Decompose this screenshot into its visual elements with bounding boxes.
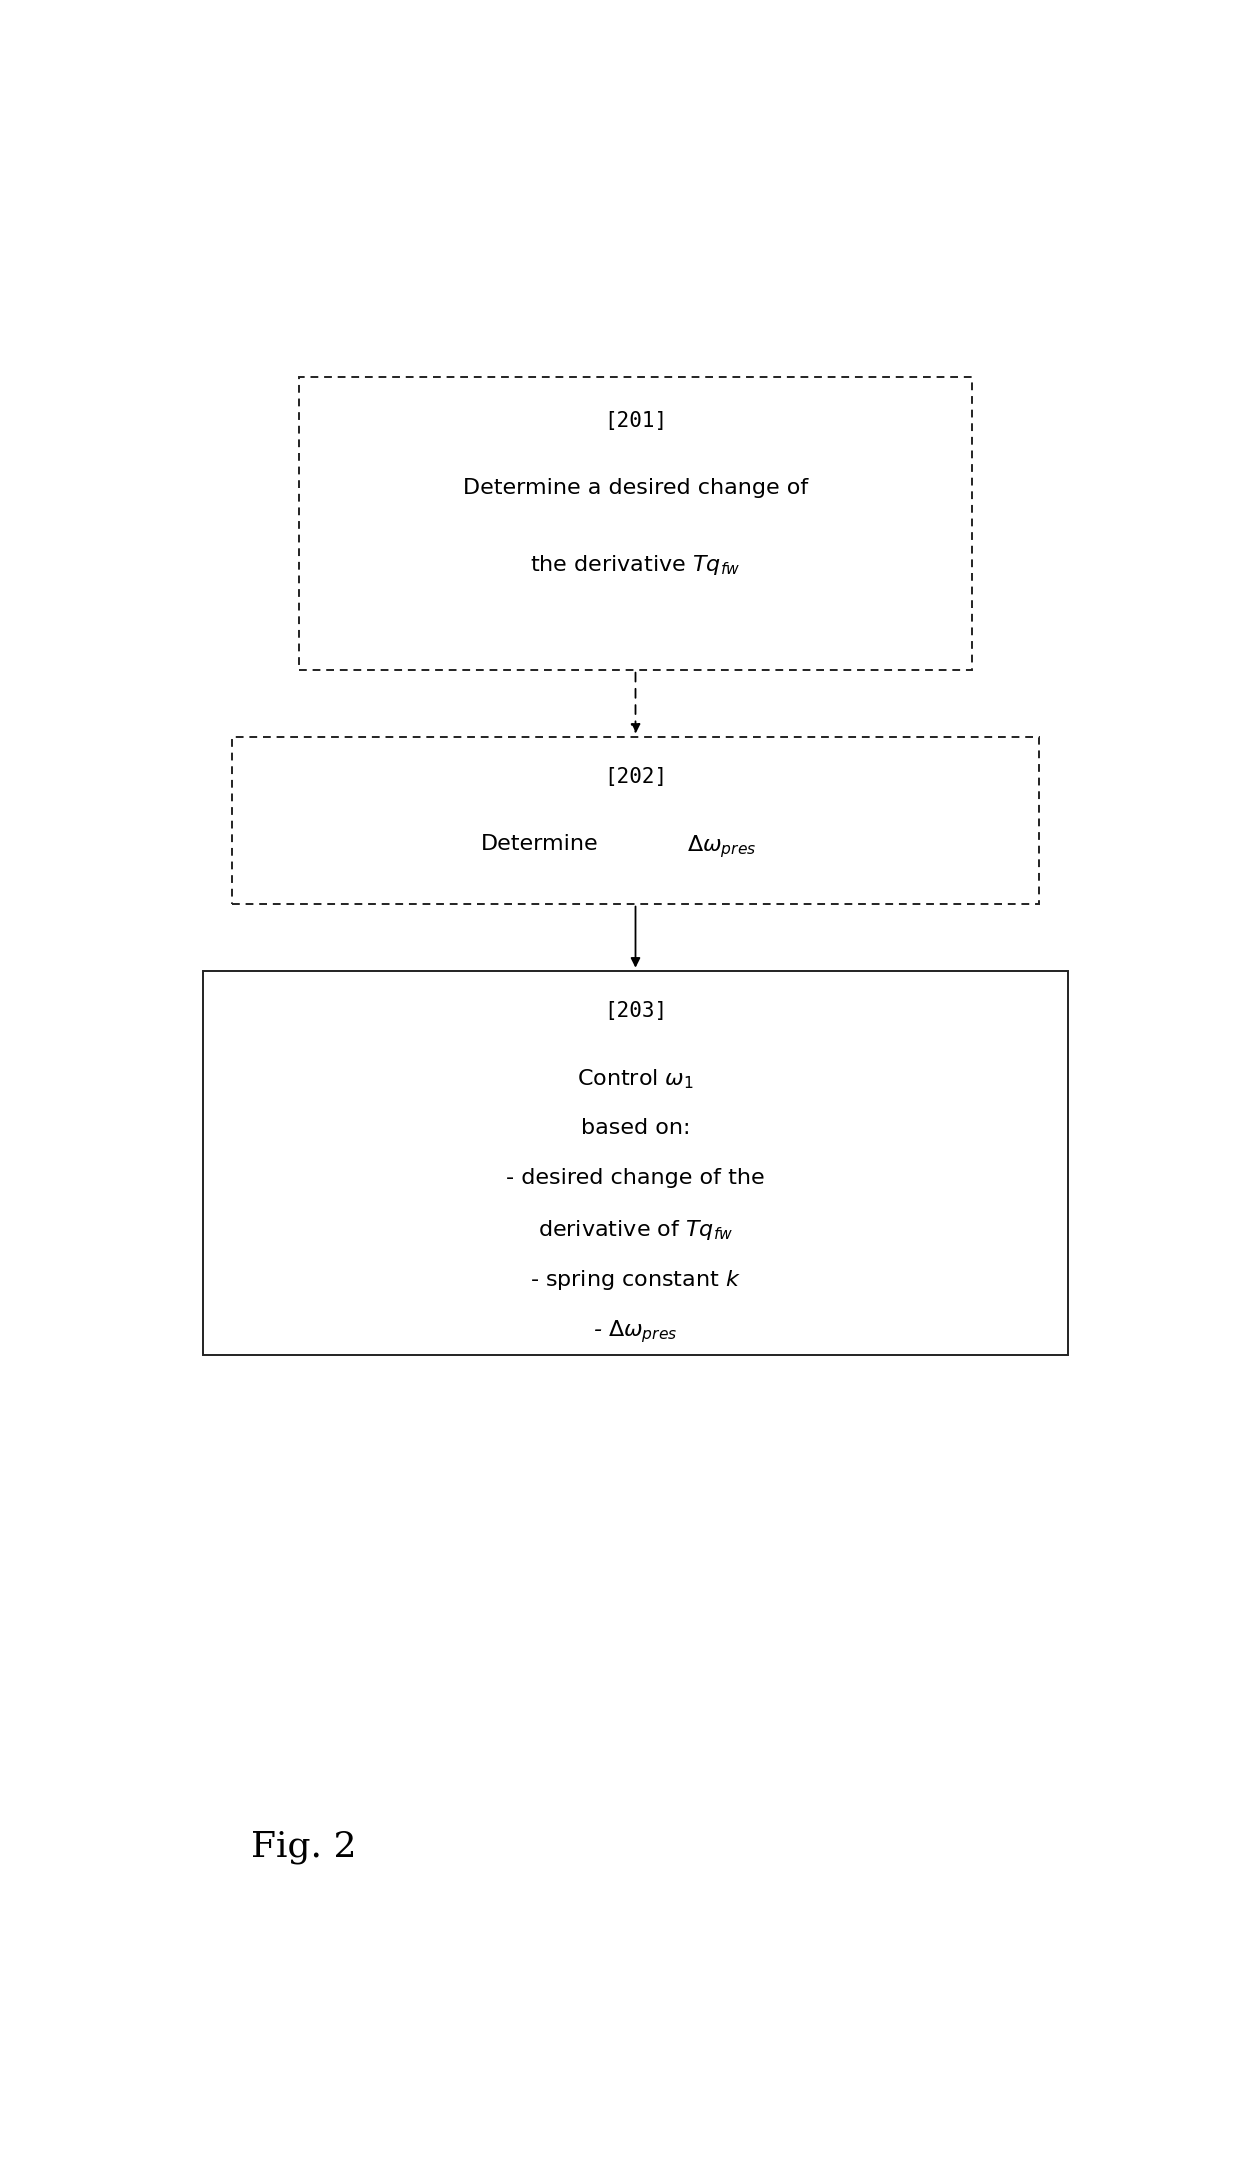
Text: - spring constant $k$: - spring constant $k$	[529, 1267, 742, 1291]
Text: derivative of $\mathit{Tq}_{fw}$: derivative of $\mathit{Tq}_{fw}$	[538, 1217, 733, 1241]
Text: the derivative $\mathit{Tq}_{fw}$: the derivative $\mathit{Tq}_{fw}$	[531, 553, 740, 577]
Text: [201]: [201]	[604, 410, 667, 432]
Text: $\Delta\omega_{pres}$: $\Delta\omega_{pres}$	[687, 833, 756, 859]
Bar	[203, 970, 1068, 1354]
Text: [203]: [203]	[604, 1000, 667, 1020]
Text: Determine a desired change of: Determine a desired change of	[463, 477, 808, 497]
Bar	[299, 378, 972, 671]
Text: - $\Delta\omega_{pres}$: - $\Delta\omega_{pres}$	[593, 1317, 678, 1345]
Text: based on:: based on:	[580, 1118, 691, 1137]
Text: [202]: [202]	[604, 766, 667, 788]
Text: Fig. 2: Fig. 2	[250, 1831, 357, 1864]
Text: Control $\omega_1$: Control $\omega_1$	[577, 1068, 694, 1092]
Text: Determine: Determine	[481, 833, 598, 853]
Text: - desired change of the: - desired change of the	[506, 1167, 765, 1187]
Bar	[232, 736, 1039, 903]
